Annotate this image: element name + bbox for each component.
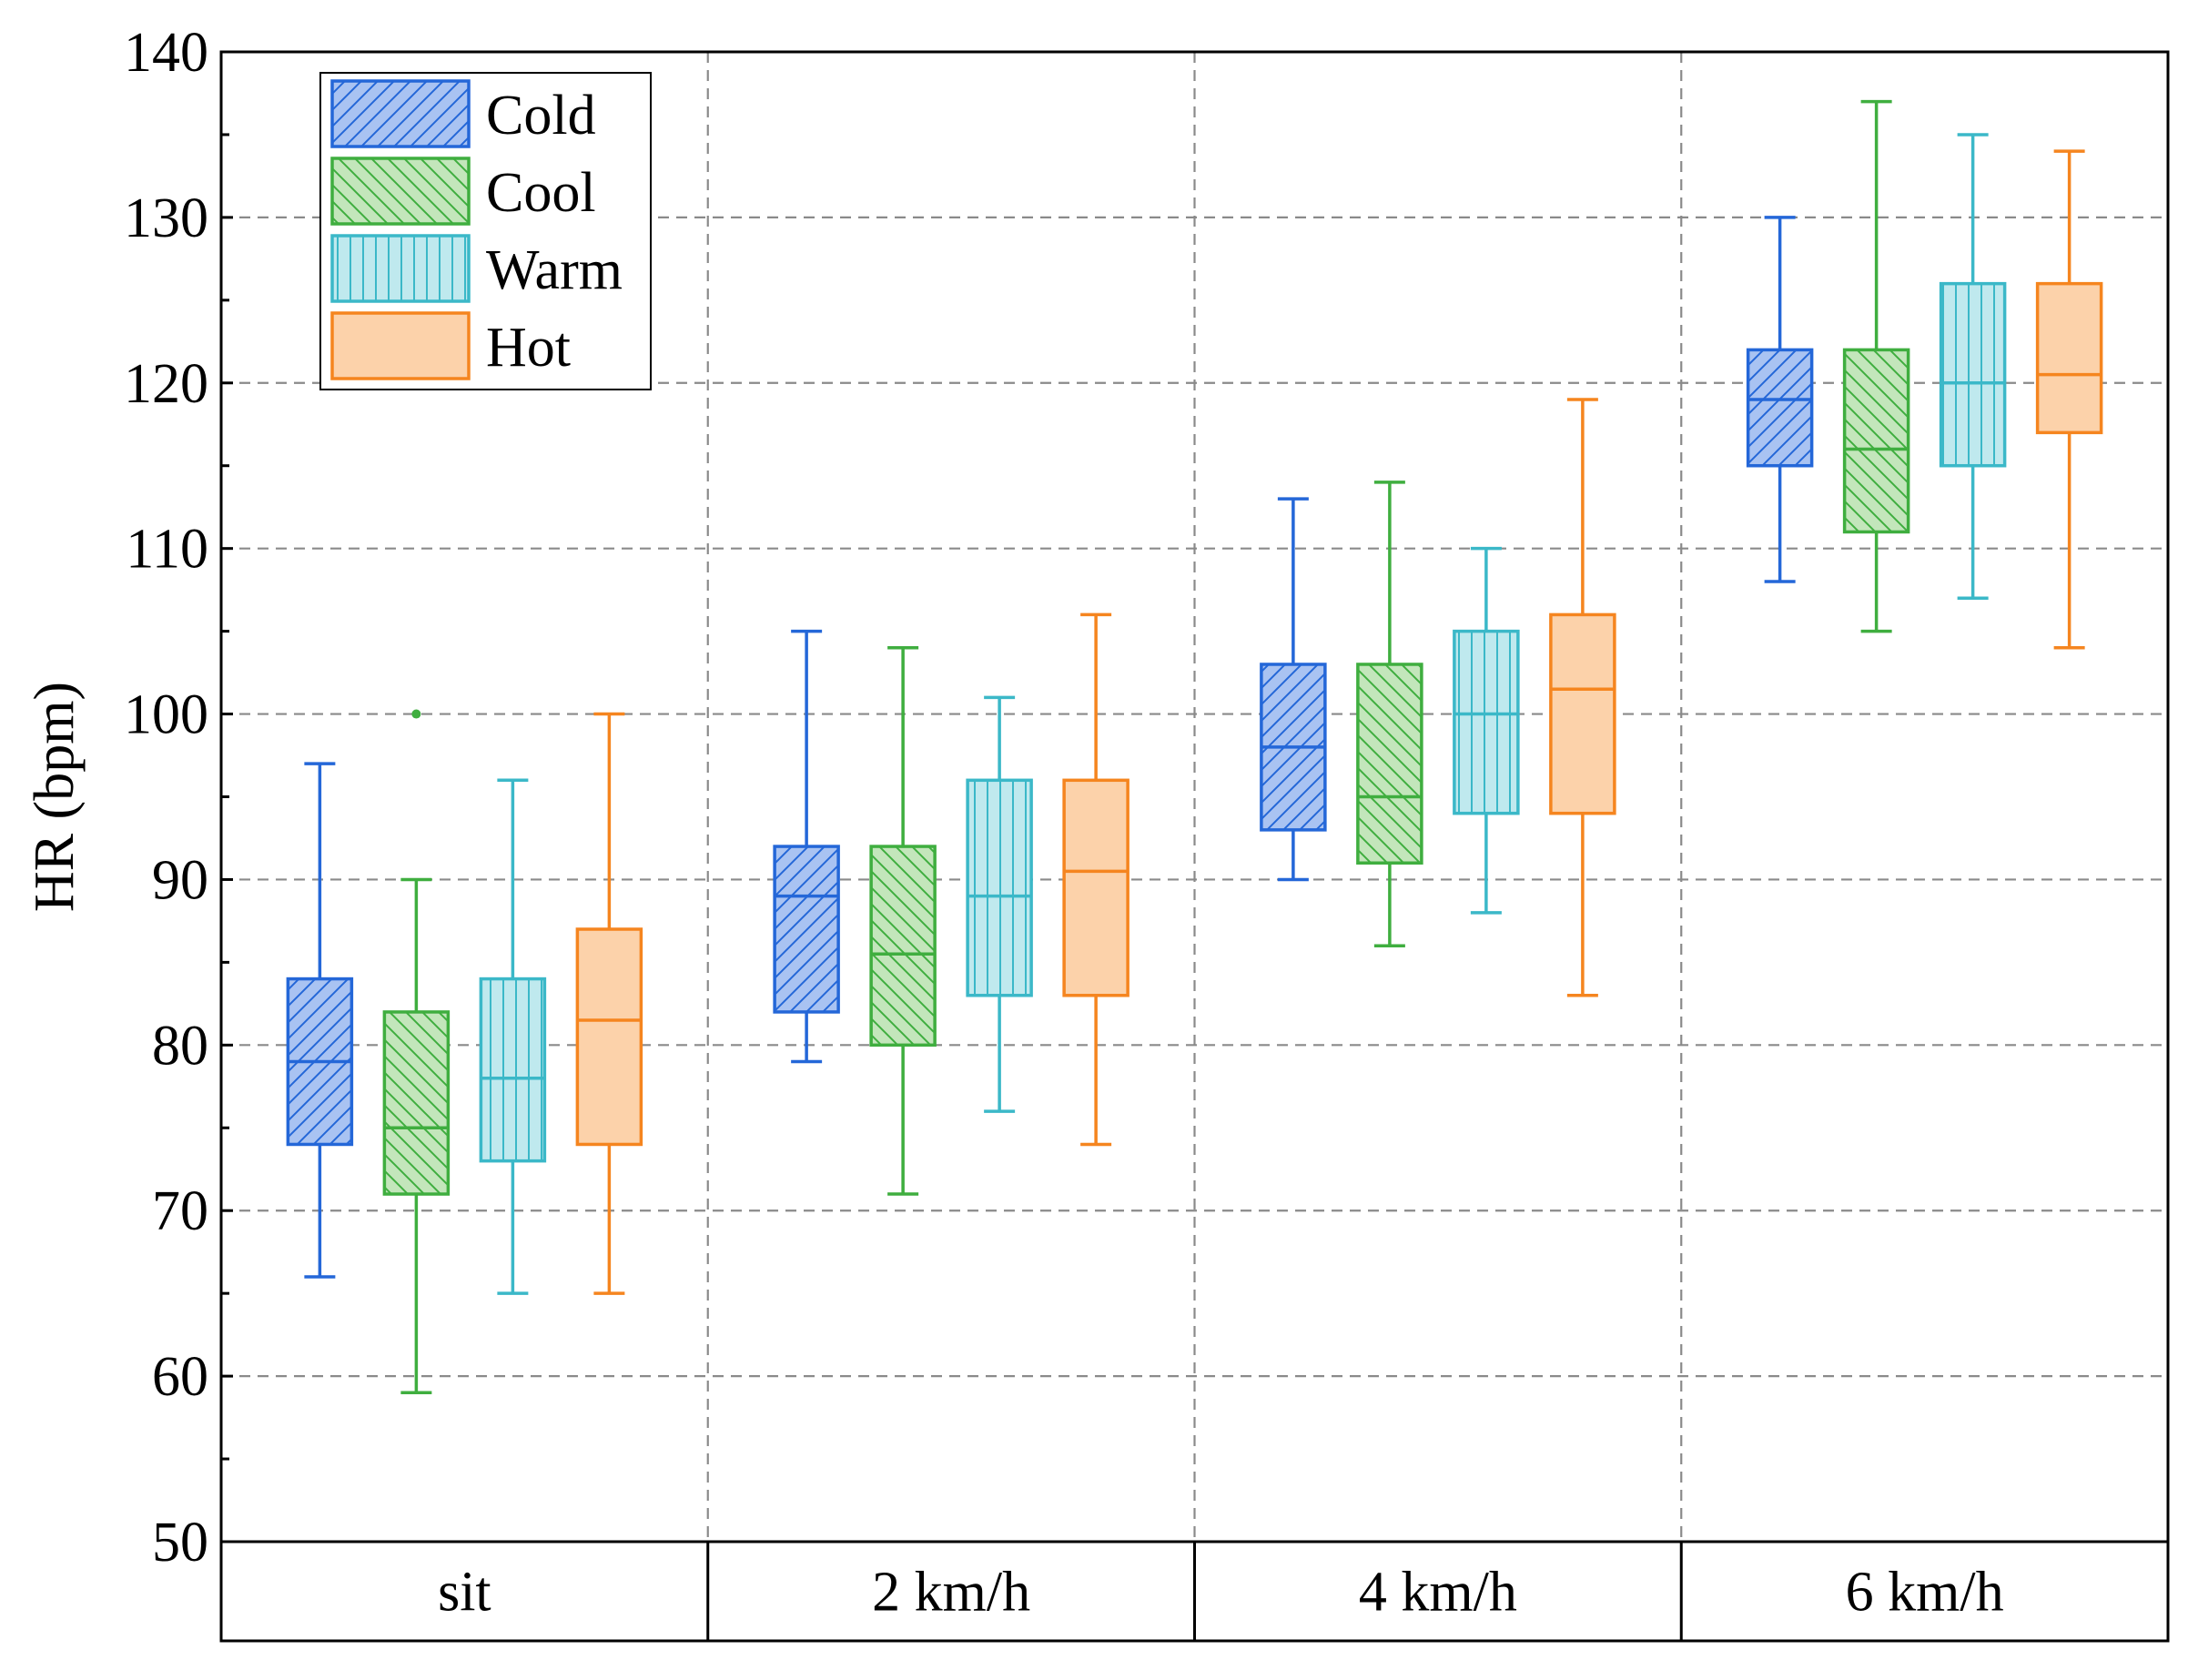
box-cool-4-km-h <box>1356 481 1423 947</box>
box-warm-sit <box>479 778 547 1295</box>
y-tick-label-110: 110 <box>126 519 208 581</box>
y-tick-label-120: 120 <box>124 353 208 415</box>
box-hot-sit <box>575 712 643 1295</box>
iqr-box-hot-4-km-h <box>1549 612 1616 815</box>
legend-swatch-warm <box>330 234 471 303</box>
box-layer <box>286 99 2103 1395</box>
category-label-sit: sit <box>438 1562 491 1624</box>
iqr-box-hot-sit <box>575 927 643 1147</box>
y-tick-label-130: 130 <box>124 187 208 249</box>
y-tick-label-80: 80 <box>152 1015 208 1077</box>
legend-label-cool: Cool <box>486 162 596 224</box>
box-warm-6-km-h <box>1939 133 2007 600</box>
y-tick-label-140: 140 <box>124 22 208 84</box>
category-label-2-km-h: 2 km/h <box>872 1562 1030 1624</box>
box-hot-4-km-h <box>1549 398 1616 997</box>
legend-label-warm: Warm <box>486 239 623 301</box>
box-hot-2-km-h <box>1062 612 1129 1147</box>
legend-item-hot: Hot <box>330 311 571 380</box>
iqr-box-warm-4-km-h <box>1453 629 1520 815</box>
iqr-box-cool-2-km-h <box>869 845 937 1047</box>
box-warm-2-km-h <box>966 695 1033 1113</box>
y-tick-label-90: 90 <box>152 849 208 911</box>
iqr-box-warm-2-km-h <box>966 778 1033 997</box>
legend-item-warm: Warm <box>330 234 623 303</box>
iqr-box-warm-sit <box>479 977 547 1163</box>
legend-item-cold: Cold <box>330 79 596 148</box>
y-tick-label-70: 70 <box>152 1180 208 1242</box>
legend: Cold Cool Warm Hot <box>319 72 652 390</box>
legend-swatch-cold <box>330 79 471 148</box>
box-cool-6-km-h <box>1842 99 1910 633</box>
iqr-box-cold-6-km-h <box>1746 348 1814 468</box>
iqr-box-cool-sit <box>382 1010 451 1196</box>
box-cold-2-km-h <box>773 629 840 1064</box>
box-cold-sit <box>286 762 354 1279</box>
iqr-box-cold-2-km-h <box>773 845 840 1014</box>
iqr-box-cool-4-km-h <box>1356 663 1423 865</box>
axis-layer: sit 2 km/h 4 km/h 6 km/h 50 60 70 80 90 100 110 120… <box>24 22 2170 1643</box>
box-cold-4-km-h <box>1260 497 1327 882</box>
iqr-box-warm-6-km-h <box>1939 281 2007 468</box>
box-cool-2-km-h <box>869 646 937 1196</box>
legend-label-cold: Cold <box>486 85 596 147</box>
iqr-box-cool-6-km-h <box>1842 348 1910 534</box>
box-cool-sit <box>382 709 451 1395</box>
y-axis-title: HR (bpm) <box>24 682 86 912</box>
y-tick-label-60: 60 <box>152 1346 208 1408</box>
legend-swatch-hot <box>330 311 471 380</box>
iqr-box-hot-2-km-h <box>1062 778 1129 997</box>
category-label-4-km-h: 4 km/h <box>1359 1562 1517 1624</box>
outlier-cool-sit-0 <box>411 709 421 719</box>
y-tick-label-50: 50 <box>152 1512 208 1574</box>
iqr-box-hot-6-km-h <box>2035 281 2103 435</box>
category-label-6-km-h: 6 km/h <box>1846 1562 2004 1624</box>
legend-swatch-cool <box>330 157 471 226</box>
box-cold-6-km-h <box>1746 216 1814 583</box>
box-warm-4-km-h <box>1453 546 1520 915</box>
legend-item-cool: Cool <box>330 157 596 226</box>
y-tick-label-100: 100 <box>124 684 208 746</box>
legend-label-hot: Hot <box>486 317 571 379</box>
box-hot-6-km-h <box>2035 149 2103 650</box>
